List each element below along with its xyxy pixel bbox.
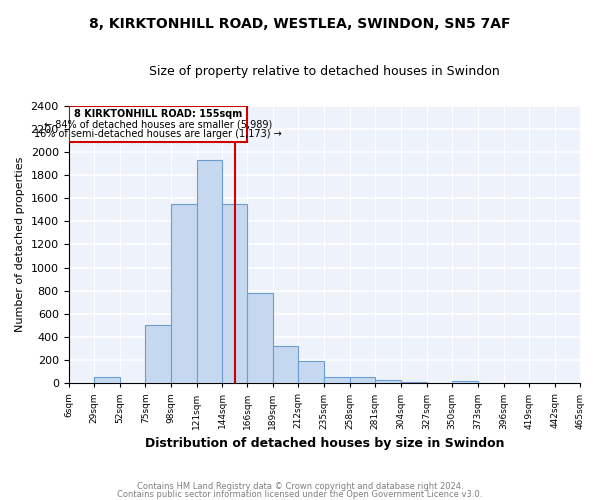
X-axis label: Distribution of detached houses by size in Swindon: Distribution of detached houses by size …	[145, 437, 504, 450]
Bar	[94, 378, 120, 384]
Bar	[324, 378, 350, 384]
Bar	[272, 346, 298, 384]
Title: Size of property relative to detached houses in Swindon: Size of property relative to detached ho…	[149, 65, 500, 78]
Text: Contains public sector information licensed under the Open Government Licence v3: Contains public sector information licen…	[118, 490, 482, 499]
Y-axis label: Number of detached properties: Number of detached properties	[15, 156, 25, 332]
Bar	[401, 382, 427, 384]
Bar	[375, 380, 401, 384]
FancyBboxPatch shape	[68, 106, 247, 142]
Bar	[171, 204, 197, 384]
Bar	[223, 204, 247, 384]
Text: Contains HM Land Registry data © Crown copyright and database right 2024.: Contains HM Land Registry data © Crown c…	[137, 482, 463, 491]
Bar	[247, 293, 272, 384]
Text: ← 84% of detached houses are smaller (5,989): ← 84% of detached houses are smaller (5,…	[44, 119, 272, 129]
Bar	[350, 378, 375, 384]
Bar	[145, 326, 171, 384]
Text: 8 KIRKTONHILL ROAD: 155sqm: 8 KIRKTONHILL ROAD: 155sqm	[74, 109, 242, 119]
Bar	[298, 362, 324, 384]
Text: 8, KIRKTONHILL ROAD, WESTLEA, SWINDON, SN5 7AF: 8, KIRKTONHILL ROAD, WESTLEA, SWINDON, S…	[89, 18, 511, 32]
Bar	[452, 381, 478, 384]
Text: 16% of semi-detached houses are larger (1,173) →: 16% of semi-detached houses are larger (…	[34, 129, 281, 139]
Bar	[197, 160, 223, 384]
